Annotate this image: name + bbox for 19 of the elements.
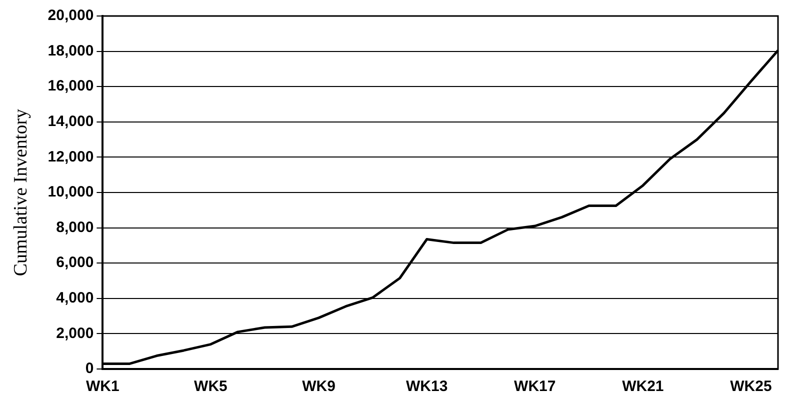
y-tick-label: 2,000 (56, 324, 94, 342)
y-tick-label: 16,000 (48, 78, 94, 95)
y-tick-label: 6,000 (56, 254, 94, 272)
x-tick-label: WK5 (194, 378, 228, 396)
x-tick-label: WK25 (730, 378, 772, 396)
y-tick-label: 8,000 (56, 218, 94, 236)
x-tick-label: WK13 (406, 378, 448, 396)
x-tick-label: WK17 (514, 378, 556, 396)
y-tick-label: 0 (85, 360, 94, 378)
y-tick-label: 20,000 (48, 7, 94, 24)
y-tick-label: 12,000 (48, 148, 94, 166)
x-tick-label: WK1 (86, 378, 120, 396)
x-tick-label: WK21 (622, 378, 664, 396)
y-tick-label: 4,000 (56, 290, 94, 307)
y-axis-title: Cumulative Inventory (10, 108, 32, 276)
x-tick-label: WK9 (302, 378, 336, 396)
y-tick-label: 18,000 (48, 42, 94, 60)
y-tick-label: 14,000 (48, 113, 94, 130)
y-tick-label: 10,000 (48, 184, 94, 201)
